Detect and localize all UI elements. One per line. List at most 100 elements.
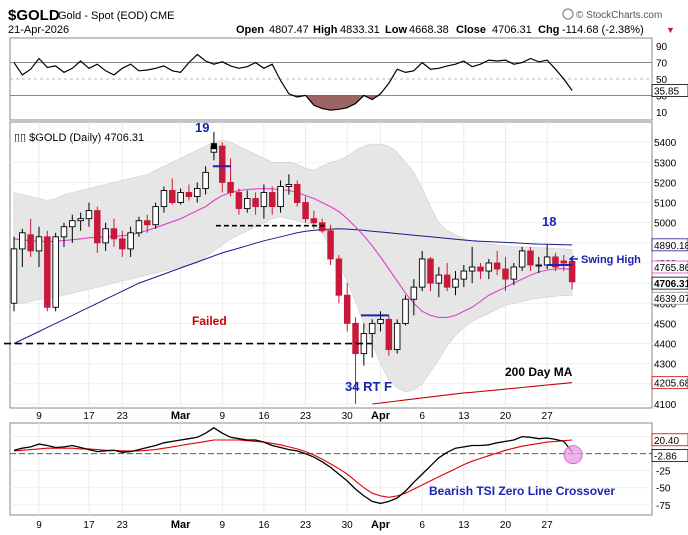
candle-body [502, 268, 509, 280]
candle-body [152, 206, 159, 226]
price-candle [110, 218, 118, 247]
peak-marker [210, 143, 217, 150]
rsi-last-value-box [651, 84, 688, 98]
price-value-tag: 4765.86 [654, 263, 688, 274]
high-label: High [313, 24, 338, 36]
price-candle [552, 252, 559, 272]
rt-f-label: 34 RT F [345, 379, 392, 394]
candle-body [227, 181, 234, 193]
price-candle [85, 202, 93, 227]
price-candle [260, 184, 268, 219]
candle-body [368, 322, 376, 334]
high-value: 4833.31 [340, 24, 380, 36]
candle-body [235, 192, 243, 210]
header-description: Gold - Spot (EOD) [58, 10, 148, 22]
candle-body [77, 218, 84, 222]
price-value-tag-box [651, 291, 688, 305]
candle-body [260, 192, 268, 208]
chg-label: Chg [538, 24, 559, 36]
candle-body [202, 171, 209, 189]
tsi-panel: 250-25-50-7520.40-2.8691723Mar9162330Apr… [9, 422, 688, 531]
candle-body [518, 250, 526, 268]
candle-body [493, 262, 501, 270]
rsi-tick-label: 10 [656, 108, 668, 119]
candle-body [52, 236, 59, 308]
candle-body [302, 202, 309, 220]
candle-body [135, 220, 143, 234]
price-x-tick-label: 27 [542, 411, 554, 422]
candle-body [468, 266, 476, 272]
candle-body [460, 270, 468, 280]
candle-body [452, 278, 459, 288]
tsi-tick-label: -50 [656, 484, 671, 495]
price-candle [435, 267, 443, 298]
rsi-tick-label: 50 [656, 75, 668, 86]
price-tick-label: 5200 [654, 178, 677, 189]
tsi-x-tick-label: 30 [342, 520, 354, 531]
price-candle [402, 295, 409, 326]
price-candle [127, 226, 134, 257]
candle-body [160, 190, 168, 208]
crossover-highlight-circle [563, 445, 583, 465]
candle-body [85, 210, 93, 220]
count-19-label: 19 [195, 120, 209, 135]
price-tick-label: 5100 [654, 199, 677, 210]
price-candle [510, 262, 518, 286]
tsi-x-tick-label: 9 [219, 520, 225, 531]
rsi-panel: 907050301035.85 [9, 37, 688, 121]
price-candle [69, 214, 76, 243]
candle-body [535, 264, 543, 267]
tsi-value-tag-zero-box [651, 449, 688, 463]
price-candle [35, 226, 43, 268]
price-tick-label: 4400 [654, 340, 677, 351]
price-candle [385, 315, 393, 356]
low-value: 4668.38 [409, 24, 449, 36]
rsi-line [13, 53, 573, 111]
ma-50-line [13, 228, 573, 344]
price-candle [410, 279, 418, 316]
price-candle [27, 218, 34, 257]
price-tick-label: 5000 [654, 219, 677, 230]
header-symbol: $GOLD [8, 7, 60, 24]
price-x-tick-label: 30 [342, 411, 354, 422]
candle-body [94, 210, 101, 244]
chg-value: -114.68 (-2.38%) [562, 24, 644, 36]
price-candle [427, 256, 434, 292]
candle-body [568, 261, 576, 283]
open-label: Open [236, 24, 264, 36]
candle-body [393, 322, 401, 351]
rsi-tick-label: 70 [656, 59, 668, 70]
price-x-tick-label: 23 [300, 411, 312, 422]
price-candle [94, 206, 101, 253]
price-candle [443, 262, 451, 292]
candle-body [418, 258, 426, 288]
price-candle [518, 246, 526, 272]
price-legend: ▯▯ $GOLD (Daily) 4706.31 [14, 132, 144, 144]
price-candle [243, 190, 251, 213]
swing-high-arrow-icon [568, 255, 578, 263]
price-candle [393, 319, 401, 354]
candle-body [27, 234, 34, 252]
price-candle [460, 265, 468, 288]
rsi-last-value: 35.85 [654, 87, 679, 98]
price-tick-label: 4300 [654, 360, 677, 371]
price-candle [335, 254, 343, 304]
price-candle [477, 262, 484, 280]
price-candle [302, 196, 309, 223]
candle-body [352, 322, 359, 355]
candle-body [435, 274, 443, 284]
price-value-tag: 4890.18 [654, 241, 688, 252]
price-value-tag: 4639.07 [654, 294, 688, 305]
price-candle [160, 186, 168, 213]
candle-body [510, 266, 518, 280]
close-label: Close [456, 24, 486, 36]
price-value-tag-box [651, 376, 688, 390]
stockcharts-logo-icon [562, 8, 574, 20]
price-candle [343, 283, 351, 332]
candle-body [318, 222, 326, 232]
price-tick-label: 4100 [654, 400, 677, 411]
rsi-last-value-tag: 35.85 [651, 84, 688, 98]
low-label: Low [385, 24, 407, 36]
price-tick-label: 5300 [654, 158, 677, 169]
